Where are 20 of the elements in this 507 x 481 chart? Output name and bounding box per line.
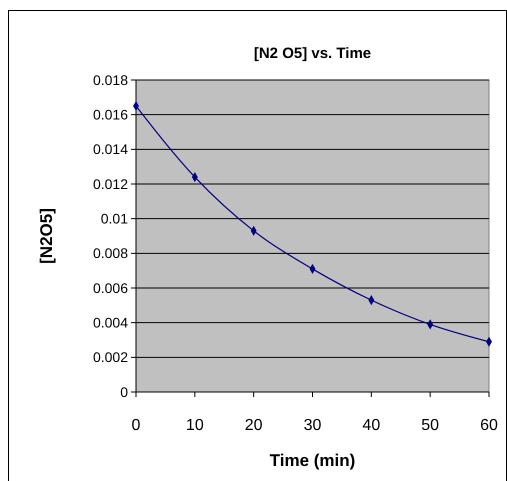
x-tick-label: 40 — [362, 417, 380, 434]
y-tick-label: 0.004 — [92, 314, 128, 331]
y-tick-label: 0.006 — [92, 280, 128, 296]
x-tick-label: 60 — [480, 417, 498, 434]
y-tick-label: 0.008 — [92, 245, 128, 262]
x-axis-title: Time (min) — [270, 451, 356, 470]
x-tick-label: 20 — [244, 417, 263, 434]
x-tick-label: 50 — [421, 417, 440, 434]
y-tick-label: 0.002 — [92, 349, 128, 366]
y-axis-title: [N2O5] — [37, 208, 56, 264]
y-tick-label: 0.014 — [92, 141, 128, 158]
x-tick-label: 10 — [186, 417, 204, 434]
chart-title: [N2 O5] vs. Time — [254, 45, 372, 62]
y-tick-label: 0.012 — [92, 176, 128, 192]
y-tick-label: 0.016 — [92, 106, 128, 123]
y-tick-label: 0.018 — [92, 72, 128, 88]
y-tick-label: 0.01 — [100, 210, 128, 227]
x-tick-label: 30 — [304, 417, 322, 434]
y-tick-label: 0 — [120, 384, 128, 400]
x-tick-label: 0 — [132, 417, 141, 434]
